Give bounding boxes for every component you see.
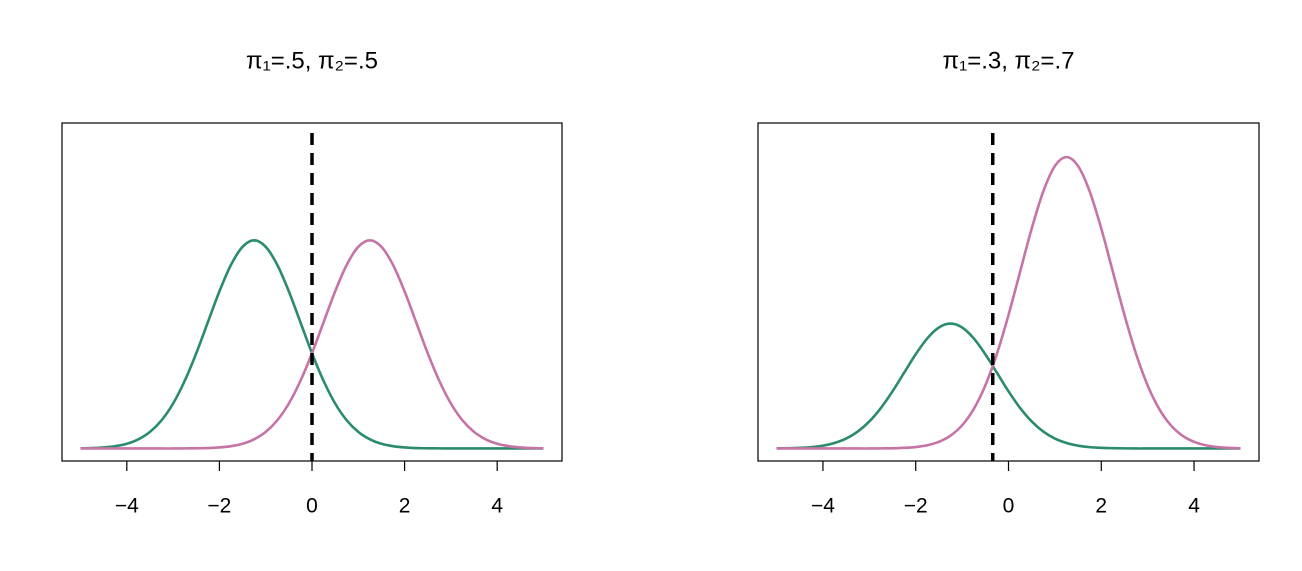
x-tick-label: −2: [904, 495, 928, 518]
x-tick-label: −2: [207, 495, 231, 518]
x-tick-label: 4: [1188, 495, 1200, 518]
x-tick-label: 2: [399, 495, 411, 518]
x-tick-label: −4: [115, 495, 139, 518]
x-tick-label: 4: [491, 495, 503, 518]
x-tick-label: 0: [1003, 495, 1015, 518]
x-tick-label: −4: [811, 495, 835, 518]
density-curve: [776, 155, 1241, 450]
density-curve: [776, 322, 1241, 450]
chart-title: π₁=.3, π₂=.7: [943, 47, 1075, 74]
x-tick-label: 2: [1095, 495, 1107, 518]
plot-frame: [757, 122, 1260, 462]
chart-title: π₁=.5, π₂=.5: [246, 47, 378, 74]
x-tick-label: 0: [306, 495, 318, 518]
